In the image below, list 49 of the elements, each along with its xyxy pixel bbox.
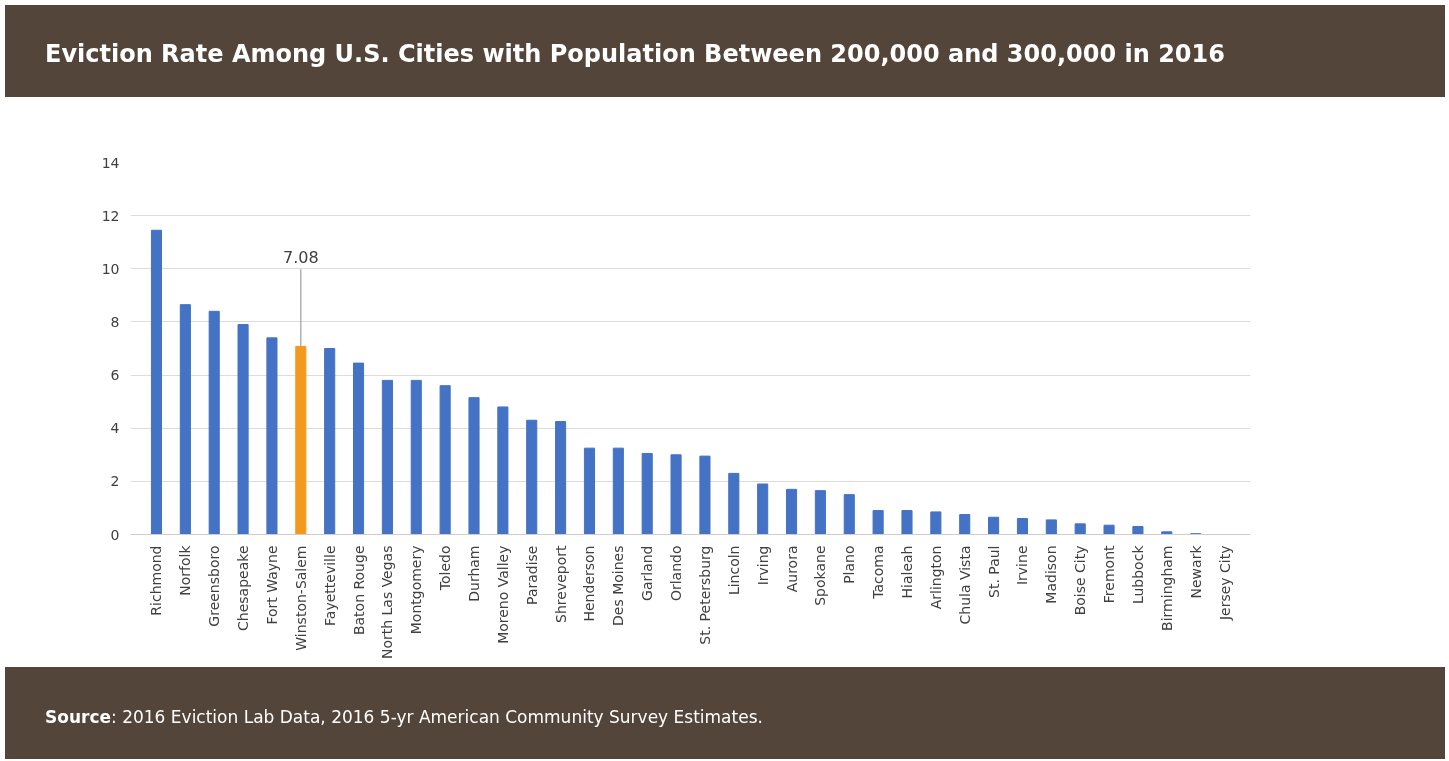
x-tick-label: Durham xyxy=(466,545,483,602)
x-tick-label: Henderson xyxy=(581,545,598,622)
x-tick-label: Lincoln xyxy=(725,545,742,596)
x-tick-label: Des Moines xyxy=(610,545,627,626)
y-tick-label: 6 xyxy=(110,367,120,384)
x-tick-label: Irving xyxy=(754,545,771,586)
x-tick-label: Richmond xyxy=(148,545,165,616)
x-tick-label: Boise City xyxy=(1072,545,1089,616)
x-tick-label: North Las Vegas xyxy=(379,545,396,660)
x-tick-label: Fremont xyxy=(1101,544,1118,604)
x-tick-label: Newark xyxy=(1187,544,1204,599)
y-tick-label: 4 xyxy=(110,420,120,437)
x-tick-label: Lubbock xyxy=(1129,544,1146,605)
y-tick-label: 12 xyxy=(101,207,120,224)
x-tick-label: Montgomery xyxy=(408,545,425,635)
x-tick-label: Garland xyxy=(639,545,656,601)
x-tick-label: Shreveport xyxy=(552,544,569,623)
x-tick-label: Jersey City xyxy=(1216,545,1233,622)
x-tick-label: Plano xyxy=(841,545,858,584)
y-tick-label: 0 xyxy=(110,526,120,543)
x-tick-label: Winston-Salem xyxy=(292,545,309,651)
x-tick-label: Hialeah xyxy=(898,545,915,599)
x-tick-label: Orlando xyxy=(668,545,685,602)
y-tick-label: 8 xyxy=(110,313,120,330)
chart-title: Eviction Rate Among U.S. Cities with Population Between 200,000 and 300,000 in 2016 xyxy=(45,39,1225,70)
x-tick-label: Chula Vista xyxy=(956,545,973,625)
x-tick-label: Norfolk xyxy=(177,544,194,596)
x-tick-label: Moreno Valley xyxy=(494,545,511,644)
x-tick-label: Spokane xyxy=(812,545,829,606)
x-tick-label: Chesapeake xyxy=(235,545,252,631)
x-tick-label: Paradise xyxy=(523,545,540,605)
x-tick-label: Fayetteville xyxy=(321,545,338,626)
x-tick-label: Greensboro xyxy=(206,545,223,627)
x-tick-label: St. Petersburg xyxy=(696,545,713,645)
x-tick-label: Arlington xyxy=(927,545,944,610)
y-tick-label: 10 xyxy=(101,260,120,277)
annotation: 7.08 xyxy=(283,248,319,268)
x-tick-label: Birmingham xyxy=(1158,545,1175,631)
x-tick-label: Fort Wayne xyxy=(263,545,280,625)
source-note: Source: 2016 Eviction Lab Data, 2016 5-yr American Community Survey Estimates. xyxy=(45,706,763,729)
x-tick-label: Baton Rouge xyxy=(350,545,367,636)
y-tick-label: 2 xyxy=(110,473,120,490)
y-tick-label: 14 xyxy=(101,154,120,171)
x-tick-label: Irvine xyxy=(1014,545,1031,586)
x-tick-label: St. Paul xyxy=(985,545,1002,598)
x-tick-label: Toledo xyxy=(437,545,454,592)
x-tick-label: Tacoma xyxy=(870,545,887,600)
x-tick-label: Aurora xyxy=(783,545,800,593)
x-tick-label: Madison xyxy=(1043,545,1060,604)
